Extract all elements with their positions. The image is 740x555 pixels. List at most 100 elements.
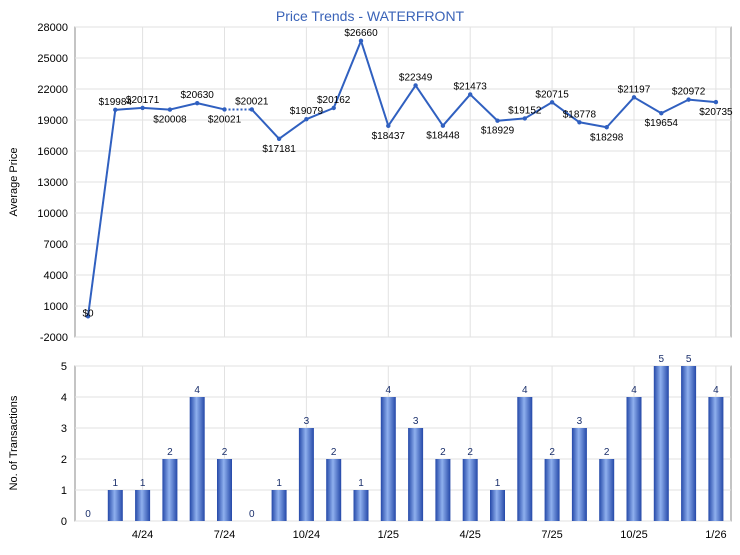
price-tick-label: 4000 [44,270,68,282]
price-point [140,105,145,111]
price-data-label: $20171 [126,95,160,106]
price-data-label: $19984 [99,97,133,108]
transaction-bar [653,366,669,521]
price-line-segment [579,121,607,129]
price-data-label: $17181 [262,144,296,155]
transaction-count-label: 1 [140,478,146,489]
transaction-bar [298,428,314,521]
price-line-segment [142,106,170,111]
price-point [659,111,664,116]
price-point [331,105,336,111]
transaction-count-label: 4 [713,385,719,396]
price-tick-label: 16000 [37,146,68,158]
price-line-segment [251,108,280,140]
price-line-segment [169,102,198,111]
price-line-segment [360,40,390,127]
transaction-count-label: 2 [604,447,610,458]
price-point [495,118,500,123]
price-point [195,100,200,106]
price-tick-label: 22000 [37,84,68,96]
price-data-label: $18437 [372,131,406,142]
price-point [631,95,637,100]
price-data-label: $20972 [672,87,706,98]
price-data-label: $19152 [508,105,542,116]
transactions-axis-title: No. of Transactions [8,395,20,490]
price-point [358,38,364,44]
price-point [249,107,254,112]
transaction-count-label: 2 [167,447,173,458]
price-point [85,314,91,319]
x-tick-label: 1/26 [705,529,726,541]
transaction-count-label: 4 [386,385,392,396]
transaction-count-label: 3 [413,416,419,427]
transaction-bar [107,490,123,521]
price-data-label: $20021 [208,114,242,125]
transaction-count-label: 4 [631,385,637,396]
price-line-segment [442,93,471,127]
transaction-count-label: 1 [358,478,364,489]
price-data-label: $18298 [590,132,624,143]
bar-tick-label: 3 [61,423,67,435]
transaction-count-label: 5 [659,354,665,365]
x-tick-label: 1/25 [378,529,399,541]
price-point [413,83,418,88]
transaction-bar [162,459,178,521]
transaction-count-label: 4 [194,385,200,396]
bar-plot-area [74,365,732,522]
transaction-count-label: 4 [522,385,528,396]
price-data-label: $18929 [481,126,515,137]
transaction-bar [135,490,151,521]
price-data-label: $21473 [454,81,488,92]
transaction-bar [353,490,369,521]
bar-tick-label: 0 [61,516,67,528]
price-line-segment [306,107,335,121]
x-tick-label: 7/24 [214,529,235,541]
price-data-label: $20162 [317,95,351,106]
transaction-count-label: 2 [331,447,337,458]
transaction-count-label: 1 [113,478,119,489]
price-line-segment [633,96,662,115]
price-tick-label: 7000 [44,239,68,251]
transaction-count-label: 5 [686,354,692,365]
price-data-label: $21197 [618,84,651,95]
price-line-segment [278,118,307,140]
transaction-bar [490,490,505,521]
bar-tick-label: 2 [61,454,67,466]
bar-tick-label: 1 [61,485,67,497]
transaction-bar [517,397,533,521]
transaction-bar [708,397,724,521]
price-line-segment [115,106,143,111]
x-tick-label: 7/25 [541,529,562,541]
transaction-bar [271,490,287,521]
transaction-bar [435,459,451,521]
price-data-label: $20735 [699,107,733,118]
price-line-segment [387,84,417,127]
price-line-segment [497,117,525,122]
price-tick-label: 25000 [37,53,68,65]
transaction-bar [326,459,342,521]
x-tick-label: 4/25 [459,529,480,541]
transaction-bar [380,397,396,521]
price-tick-label: -2000 [40,332,68,344]
price-line-segment [660,98,690,115]
price-tick-label: 1000 [44,301,68,313]
price-point [686,97,691,102]
price-tick-label: 10000 [37,208,68,220]
price-line-segment [524,101,553,120]
price-tick-label: 28000 [37,22,68,34]
price-line-segment [414,84,444,127]
transaction-count-label: 2 [222,447,228,458]
price-point [440,123,446,128]
price-point [113,107,118,113]
x-tick-label: 4/24 [132,529,153,541]
transaction-bar [599,459,615,521]
price-point [713,99,719,105]
transaction-count-label: 3 [304,416,310,427]
price-point [222,107,227,112]
price-line-segment [196,102,225,111]
price-data-label: $18448 [426,131,460,142]
bar-tick-label: 4 [61,392,67,404]
price-axis-title: Average Price [8,148,20,217]
